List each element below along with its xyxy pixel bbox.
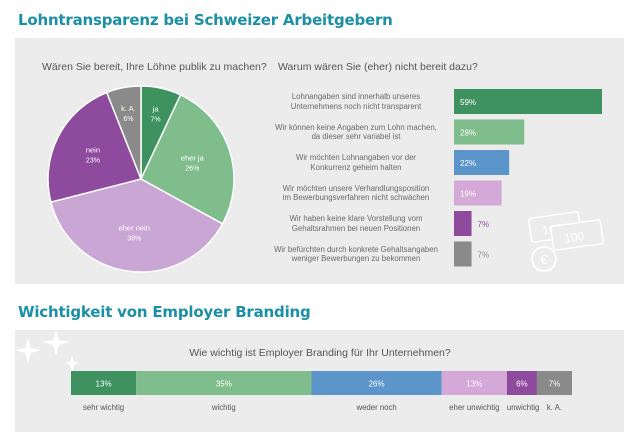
reason-bar [454,241,472,267]
euro-coin-icon [531,246,557,272]
pie-slice-nein [47,91,143,204]
euro-symbol: € [540,252,548,267]
reason-bar [454,180,502,206]
reason-label: Wir möchten Lohnangaben vor der Konkurren… [256,153,456,172]
stacked-segment-label: wichtig [211,403,236,412]
stacked-segment [136,371,312,395]
reason-label-line: Wir befürchten durch konkrete Gehaltsang… [274,244,438,254]
stacked-segment-value: 6% [516,380,528,389]
stacked-segment-label: unwichtig [506,403,540,412]
pie-slice-eher-nein [50,178,224,273]
reason-label: Lohnangaben sind innerhalb unseres Untern… [256,92,456,111]
stacked-segment-label: sehr wichtig [82,403,125,412]
banknote-value: 100 [563,229,585,246]
pie-value: 6% [123,116,133,123]
pie-chart: ja 7% eher ja 26% eher nein 38% nein 23% k. A. 6% [47,85,235,273]
reason-bar-value: 19% [460,190,476,199]
section-title-employer-branding: Wichtigkeit von Employer Branding [18,303,311,321]
reason-label: Wir haben keine klare Vorstellung vom Geh… [256,214,456,233]
reason-label-line: Konkurrenz geheim halten [310,162,402,172]
stacked-segment [506,371,537,395]
pie-value: 38% [127,236,141,243]
reason-label-line: Wir haben keine klare Vorstellung vom [289,214,423,223]
reason-label: Wir befürchten durch konkrete Gehaltsang… [256,245,456,264]
reason-label-line: da dieser sehr variabel ist [311,132,401,141]
section-title-lohntransparenz: Lohntransparenz bei Schweizer Arbeitgebe… [18,11,393,29]
reason-label-line: Lohnangaben sind innerhalb unseres [291,92,421,101]
stacked-segment-value: 26% [369,380,385,389]
stacked-segment [441,371,507,395]
star-icon [43,330,69,355]
reason-bar [454,89,602,114]
reason-label-line: Wir möchten unsere Verhandlungsposition [282,183,430,193]
stacked-segment-label: eher unwichtig [449,403,500,412]
reason-label-line: Gehaltsrahmen bei neuen Positionen [291,223,421,233]
reason-bar-value: 28% [460,129,476,138]
reason-bar [454,150,510,175]
star-icon [64,356,80,371]
stacked-segment-value: 13% [466,380,482,389]
stacked-segment-label: weder noch [356,403,397,412]
bar-question: Warum wären Sie (eher) nicht bereit dazu… [278,61,478,73]
reason-label-line: Unternehmens noch nicht transparent [290,101,422,111]
star-icon [15,338,41,363]
pie-label: eher nein [119,224,150,233]
pie-slice-k--a- [105,85,142,180]
reason-label-line: weniger Bewerbungen zu bekommen [291,254,421,263]
pie-value: 26% [185,165,199,172]
reason-bar-value: 22% [460,159,476,168]
stacked-segment [311,371,442,395]
pie-label: eher ja [181,153,205,162]
stacked-segment-value: 7% [549,380,561,389]
pie-label: ja [152,105,160,114]
pie-label: k. A. [121,104,136,113]
banknote-icon [550,219,604,251]
money-illustration: 100 100 € [528,211,604,272]
stars-decoration [15,330,80,371]
reason-bar [454,119,525,145]
pie-label: nein [86,146,100,155]
stacked-segment [536,371,572,395]
reason-label-line: im Bewerbungsverfahren nicht schwächen [282,193,430,202]
pie-question: Wären Sie bereit, Ihre Löhne publik zu m… [42,61,267,73]
reason-label-line: Wir möchten Lohnangaben vor der [295,153,417,162]
reason-bar-value: 59% [460,98,476,107]
stacked-segment-label: k. A. [546,403,563,412]
stacked-segment [71,371,137,395]
reason-bar-value: 7% [478,220,490,229]
reason-label: Wir können keine Angaben zum Lohn machen… [256,123,456,142]
reason-label: Wir möchten unsere Verhandlungsposition i… [256,184,456,203]
stacked-segment-value: 35% [216,380,232,389]
reason-label-line: Wir können keine Angaben zum Lohn machen… [275,122,437,132]
pie-value: 7% [151,117,161,124]
pie-value: 23% [86,158,100,165]
stacked-segment-value: 13% [96,380,112,389]
reason-bar-value: 7% [478,251,490,260]
reason-bar [454,211,472,236]
stacked-question: Wie wichtig ist Employer Branding für Ih… [189,347,451,359]
